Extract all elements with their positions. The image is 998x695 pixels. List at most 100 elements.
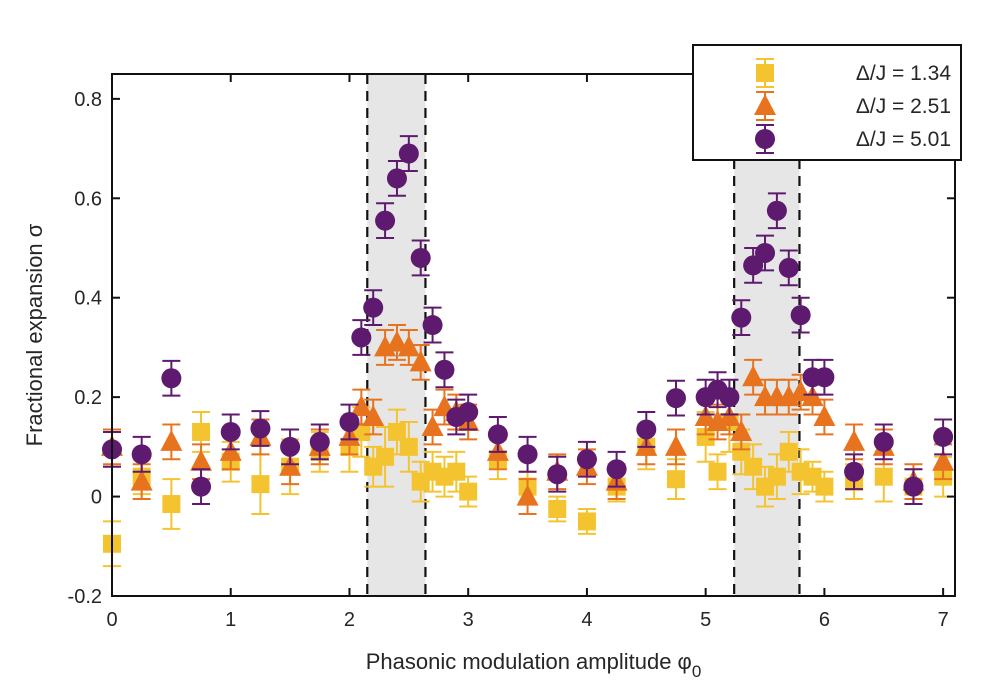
data-point-square (577, 512, 596, 531)
x-tick-label: 1 (225, 609, 236, 631)
data-point-circle (933, 426, 954, 447)
legend-marker-circle (755, 129, 775, 149)
data-point-triangle (350, 395, 373, 417)
legend-label: Δ/J = 2.51 (856, 95, 951, 118)
x-tick-label: 0 (106, 609, 117, 631)
data-point-square (162, 495, 181, 514)
x-tick-label: 4 (581, 609, 592, 631)
data-point-circle (487, 424, 508, 445)
data-point-triangle (190, 449, 213, 471)
data-point-circle (606, 459, 627, 480)
data-point-square (874, 467, 893, 486)
data-point-circle (719, 387, 740, 408)
legend-label: Δ/J = 1.34 (856, 62, 951, 85)
legend-marker-triangle (754, 94, 776, 115)
legend: Δ/J = 1.34 Δ/J = 2.51 Δ/J = 5.01 (692, 44, 962, 161)
data-point-triangle (385, 330, 408, 352)
data-point-circle (547, 464, 568, 485)
y-tick-label: 0 (91, 487, 102, 509)
data-point-circle (386, 168, 407, 189)
y-tick-label: 0.6 (74, 188, 102, 210)
data-point-circle (844, 461, 865, 482)
data-point-circle (250, 418, 271, 439)
axes-frame (111, 73, 956, 597)
data-point-square (666, 470, 685, 489)
y-tick-label: 0.4 (74, 288, 102, 310)
data-point-circle (873, 431, 894, 452)
data-point-circle (731, 307, 752, 328)
data-point-triangle (516, 484, 539, 506)
data-point-triangle (730, 419, 753, 441)
data-point-square (447, 462, 466, 481)
legend-label: Δ/J = 5.01 (856, 128, 951, 151)
x-axis-label: Phasonic modulation amplitude φ0 (366, 649, 702, 681)
legend-item: Δ/J = 2.51 (754, 91, 951, 121)
data-point-circle (280, 436, 301, 457)
data-point-circle (398, 143, 419, 164)
y-axis-label: Fractional expansion σ (22, 223, 47, 446)
data-point-triangle (397, 335, 420, 357)
data-point-square (399, 437, 418, 456)
data-point-triangle (130, 469, 153, 491)
data-point-circle (517, 444, 538, 465)
data-point-circle (766, 200, 787, 221)
data-point-circle (220, 421, 241, 442)
data-point-square (767, 467, 786, 486)
y-tick-label: -0.2 (68, 586, 102, 608)
legend-box (692, 44, 962, 161)
data-point-triangle (362, 405, 385, 427)
legend-marker-square (756, 64, 774, 82)
data-point-circle (422, 315, 443, 336)
series-circle (102, 135, 954, 506)
data-point-square (708, 462, 727, 481)
data-point-square (387, 422, 406, 441)
data-point-triangle (813, 405, 836, 427)
data-point-square (732, 442, 751, 461)
data-point-circle (458, 402, 479, 423)
data-point-circle (351, 327, 372, 348)
data-point-triangle (932, 449, 955, 471)
axes (111, 73, 956, 597)
data-point-circle (363, 297, 384, 318)
x-tick-label: 5 (700, 609, 711, 631)
data-point-triangle (160, 429, 183, 451)
data-point-circle (434, 359, 455, 380)
data-point-circle (903, 476, 924, 497)
data-point-circle (755, 242, 776, 263)
x-tick-label: 2 (344, 609, 355, 631)
data-point-triangle (409, 350, 432, 372)
data-point-square (459, 482, 478, 501)
series-layer (101, 135, 955, 568)
data-point-square (779, 442, 798, 461)
data-point-circle (339, 412, 360, 432)
data-point-triangle (742, 365, 765, 387)
data-point-triangle (421, 414, 444, 436)
data-point-circle (576, 449, 597, 470)
data-point-circle (790, 305, 811, 326)
data-point-circle (665, 388, 686, 409)
y-tick-label: 0.8 (74, 89, 102, 111)
data-point-circle (636, 419, 657, 440)
data-point-square (376, 447, 395, 466)
data-point-circle (191, 476, 212, 497)
x-tick-label: 7 (938, 609, 949, 631)
data-point-triangle (843, 429, 866, 451)
x-tick-label: 3 (463, 609, 474, 631)
data-point-circle (131, 444, 152, 465)
y-tick-label: 0.2 (74, 387, 102, 409)
data-point-square (696, 427, 715, 446)
data-point-circle (375, 210, 396, 231)
legend-item: Δ/J = 1.34 (756, 58, 951, 88)
ticks: 0 1 2 3 4 5 6 7-0.200.20.40.60.8 (68, 74, 955, 631)
data-point-circle (778, 257, 799, 278)
data-point-triangle (789, 380, 812, 402)
data-point-square (192, 422, 211, 441)
data-point-circle (161, 368, 182, 389)
data-point-circle (309, 431, 330, 452)
data-point-triangle (664, 434, 687, 456)
data-point-circle (814, 367, 835, 388)
data-point-circle (410, 247, 431, 268)
data-point-square (815, 477, 834, 496)
data-point-square (548, 500, 567, 518)
